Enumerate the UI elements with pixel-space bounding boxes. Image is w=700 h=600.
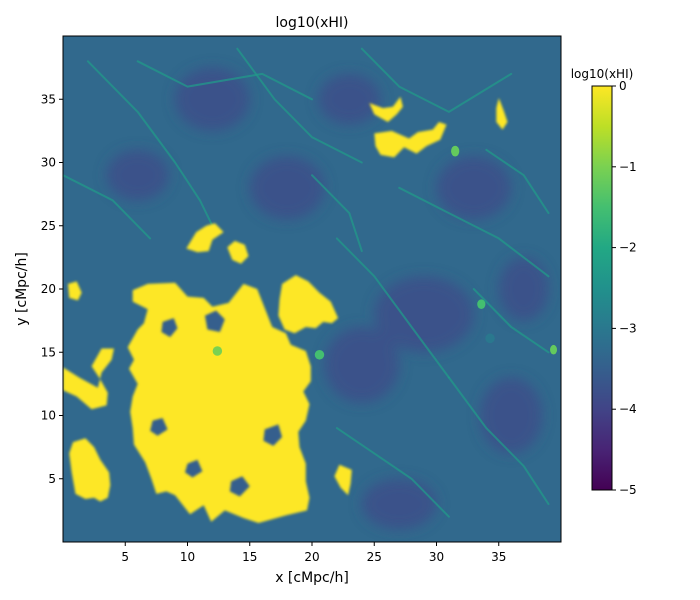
y-tick-label: 25 xyxy=(41,219,56,233)
ionized-hole-3 xyxy=(150,418,168,436)
x-tick-label: 35 xyxy=(491,550,506,564)
hotspot-1 xyxy=(212,346,223,356)
ionized-hole-5 xyxy=(263,424,283,446)
hotspot-5 xyxy=(314,349,325,360)
x-axis-label: x [cMpc/h] xyxy=(275,570,349,586)
colorbar-tick-label: −5 xyxy=(619,483,637,497)
y-axis-label: y [cMpc/h] xyxy=(14,252,30,326)
filament-12 xyxy=(485,148,550,215)
filament-9 xyxy=(472,288,550,354)
x-tick-label: 20 xyxy=(304,550,319,564)
y-tick-label: 5 xyxy=(48,472,56,486)
y-tick-label: 30 xyxy=(41,156,56,170)
hotspot-6 xyxy=(477,299,486,309)
colorbar xyxy=(591,85,613,491)
northeast-region-a xyxy=(374,122,447,158)
y-tick-label: 10 xyxy=(41,409,56,423)
x-tick-label: 30 xyxy=(429,550,444,564)
colorbar-tick-label: 0 xyxy=(619,79,627,93)
void-patch-4 xyxy=(480,377,543,454)
ionized-hole-layer xyxy=(150,310,283,497)
filament-5 xyxy=(447,376,550,506)
filament-4 xyxy=(335,237,450,379)
colorbar-tick-label: −2 xyxy=(619,241,637,255)
x-tick-label: 10 xyxy=(180,550,195,564)
void-patch-7 xyxy=(361,478,437,530)
far-left-region xyxy=(68,281,82,301)
x-tick-label: 15 xyxy=(242,550,257,564)
colorbar-ticks: 0 −1 −2 −3 −4 −5 xyxy=(612,79,637,497)
hotspot-2 xyxy=(485,333,495,344)
y-tick-label: 20 xyxy=(41,282,56,296)
filament-10 xyxy=(136,60,313,101)
ionized-hole-1 xyxy=(161,318,178,338)
colorbar-label: log10(xHI) xyxy=(571,67,634,81)
ionized-hole-4 xyxy=(229,476,250,497)
neutral-region-layer xyxy=(63,96,508,523)
colorbar-tick-label: −4 xyxy=(619,402,637,416)
ionized-hole-6 xyxy=(185,459,203,478)
small-left-region xyxy=(227,240,249,264)
northeast-region-b xyxy=(369,96,403,122)
filament-7 xyxy=(63,174,152,240)
main-region xyxy=(127,282,311,523)
y-tick-label: 35 xyxy=(41,92,56,106)
hotspot-layer xyxy=(212,145,558,360)
colorbar-tick-label: −3 xyxy=(619,321,637,335)
x-tick-label: 25 xyxy=(367,550,382,564)
filament-1 xyxy=(86,60,214,227)
mid-east-region xyxy=(334,464,352,496)
void-patch-10 xyxy=(318,73,381,125)
filament-8 xyxy=(360,47,513,113)
filament-layer xyxy=(63,47,550,518)
ionized-hole-2 xyxy=(204,310,225,332)
void-patch-8 xyxy=(175,67,250,131)
hotspot-4 xyxy=(550,344,558,355)
void-patch-3 xyxy=(324,326,400,403)
y-axis-ticks: 5 10 15 20 25 30 35 xyxy=(41,92,63,486)
void-patch-9 xyxy=(498,257,549,321)
northeast-region-c xyxy=(496,98,508,130)
void-patch-1 xyxy=(374,276,474,353)
void-layer xyxy=(106,67,549,530)
upper-left-region xyxy=(186,223,224,253)
void-patch-6 xyxy=(106,149,169,201)
filament-11 xyxy=(311,174,363,253)
x-tick-label: 5 xyxy=(121,550,129,564)
filament-6 xyxy=(335,427,450,518)
colorbar-tick-label: −1 xyxy=(619,160,637,174)
void-patch-2 xyxy=(436,156,512,220)
void-patch-5 xyxy=(249,156,325,220)
north-central-region xyxy=(278,275,339,334)
west-region xyxy=(63,348,114,410)
southwest-region xyxy=(69,438,111,502)
x-axis-ticks: 5 10 15 20 25 30 35 xyxy=(121,542,506,564)
y-tick-label: 15 xyxy=(41,345,56,359)
hotspot-3 xyxy=(451,145,460,157)
filament-3 xyxy=(398,186,550,278)
heatmap-image xyxy=(63,36,561,542)
chart-title: log10(xHI) xyxy=(275,15,348,31)
